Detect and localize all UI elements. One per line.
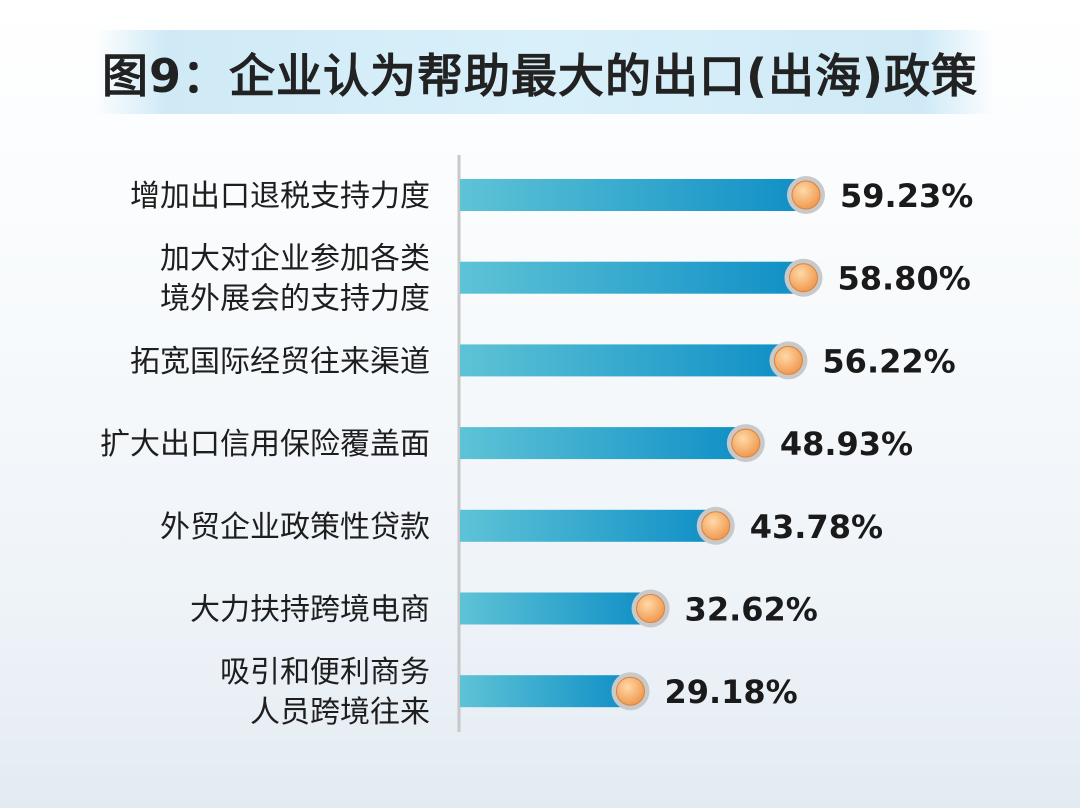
value-label: 56.22% xyxy=(822,342,955,380)
bar-end-marker xyxy=(791,180,821,210)
category-label: 人员跨境往来 xyxy=(250,695,430,730)
category-label: 扩大出口信用保险覆盖面 xyxy=(100,427,430,462)
value-label: 58.80% xyxy=(837,260,970,298)
category-label: 吸引和便利商务 xyxy=(220,655,430,690)
bar-end-marker xyxy=(773,345,803,375)
category-label: 大力扶持跨境电商 xyxy=(190,593,430,628)
bar-end-marker xyxy=(636,594,666,623)
bar xyxy=(460,675,631,708)
chart-title: 图9：企业认为帮助最大的出口(出海)政策 xyxy=(101,49,979,103)
category-label: 外贸企业政策性贷款 xyxy=(160,510,430,545)
bar xyxy=(460,344,789,377)
bar xyxy=(460,179,806,211)
bar-end-marker xyxy=(788,263,818,293)
category-label: 加大对企业参加各类 xyxy=(160,242,430,277)
value-label: 29.18% xyxy=(664,673,797,711)
bar-end-marker xyxy=(701,511,731,541)
title-band xyxy=(95,30,995,114)
category-label: 境外展会的支持力度 xyxy=(160,282,430,317)
value-label: 48.93% xyxy=(780,425,913,463)
bar-end-marker xyxy=(615,676,645,706)
value-label: 43.78% xyxy=(750,508,883,546)
bar xyxy=(460,509,716,542)
bar-end-marker xyxy=(731,428,761,458)
value-label: 59.23% xyxy=(840,177,973,215)
category-label: 拓宽国际经贸往来渠道 xyxy=(130,344,430,379)
bar xyxy=(460,592,651,625)
category-label: 增加出口退税支持力度 xyxy=(130,179,430,214)
value-label: 32.62% xyxy=(685,591,818,629)
bar xyxy=(460,261,804,294)
bar xyxy=(460,427,746,460)
